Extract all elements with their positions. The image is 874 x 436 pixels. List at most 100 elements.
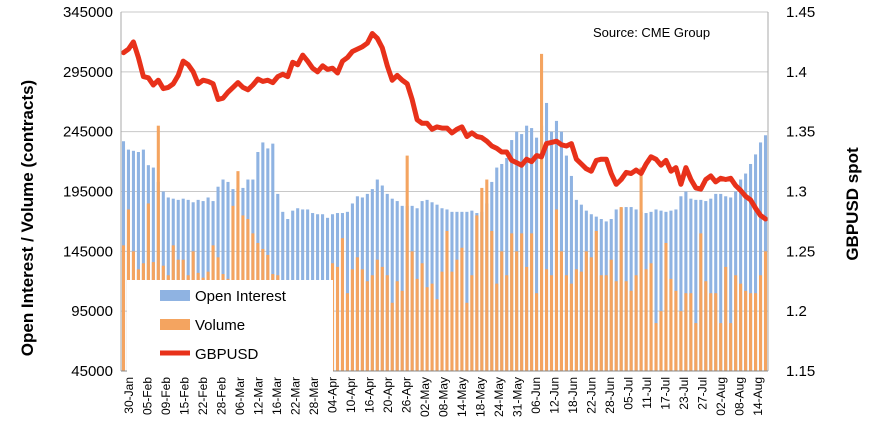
x-tick-label: 28-Mar <box>307 377 321 415</box>
open-interest-bar <box>679 196 683 371</box>
volume-bar <box>604 275 608 371</box>
open-interest-bar <box>549 131 554 371</box>
open-interest-bar <box>714 193 718 371</box>
x-tick-label: 11-Jul <box>640 377 654 409</box>
volume-bar <box>669 278 673 371</box>
volume-bar <box>475 215 479 371</box>
volume-bar <box>719 323 723 371</box>
open-interest-bar <box>564 155 568 371</box>
legend-label-gbpusd: GBPUSD <box>195 346 259 363</box>
volume-bar <box>554 209 559 371</box>
volume-bar <box>744 290 748 371</box>
left-axis-ticks: 345000 295000 245000 195000 145000 95000 45000 <box>63 4 113 380</box>
volume-bar <box>614 281 618 371</box>
left-axis-title: Open Interest / Volume (contracts) <box>18 80 37 356</box>
x-tick-label: 16-Mar <box>270 377 284 415</box>
volume-bar <box>410 251 414 371</box>
volume-bar <box>365 281 369 371</box>
volume-bar <box>385 275 389 371</box>
right-tick-label: 1.35 <box>786 124 815 141</box>
volume-bar <box>674 290 678 371</box>
volume-bar <box>485 179 489 371</box>
open-interest-bar <box>749 163 753 371</box>
x-tick-label: 31-May <box>511 377 525 417</box>
x-tick-label: 09-Feb <box>159 377 173 415</box>
volume-bar <box>530 233 534 371</box>
left-tick-label: 195000 <box>63 184 113 201</box>
x-tick-label: 15-Feb <box>178 377 192 415</box>
open-interest-bar <box>674 209 678 371</box>
volume-bar <box>430 283 434 371</box>
open-interest-bar <box>505 157 509 371</box>
volume-bar <box>455 259 459 371</box>
open-interest-bar <box>271 143 275 371</box>
x-tick-label: 20-Apr <box>381 377 395 413</box>
x-tick-label: 28-Jun <box>603 377 617 414</box>
volume-bar <box>510 233 514 371</box>
open-interest-bar <box>654 209 658 371</box>
x-tick-label: 10-Apr <box>344 377 358 413</box>
volume-bar <box>480 187 484 371</box>
open-interest-bar <box>709 198 713 371</box>
volume-bar <box>156 125 160 371</box>
right-tick-label: 1.2 <box>786 303 807 320</box>
x-tick-label: 12-Mar <box>252 377 266 415</box>
x-tick-label: 18-Jun <box>566 377 580 414</box>
left-tick-label: 45000 <box>71 363 113 380</box>
x-tick-label: 02-Aug <box>714 377 728 416</box>
open-interest-bar <box>136 152 140 371</box>
right-axis-title: GBPUSD spot <box>843 147 862 261</box>
volume-bar <box>549 275 554 371</box>
volume-bar <box>425 287 429 371</box>
x-tick-label: 26-Apr <box>400 377 414 413</box>
open-interest-bar <box>465 211 469 371</box>
open-interest-bar <box>425 199 429 371</box>
open-interest-bar <box>390 198 394 371</box>
open-interest-bar <box>694 199 698 371</box>
volume-bar <box>121 245 126 371</box>
volume-bar <box>679 311 683 371</box>
volume-bar <box>644 269 648 371</box>
open-interest-bar <box>689 198 693 371</box>
volume-bar <box>569 283 573 371</box>
volume-bar <box>236 171 240 371</box>
x-tick-label: 05-Jul <box>622 377 636 410</box>
volume-bar <box>345 293 349 371</box>
x-tick-label: 27-Jul <box>696 377 710 410</box>
gbpusd-line <box>121 31 768 222</box>
volume-bar <box>758 275 763 371</box>
open-interest-bar <box>744 173 748 371</box>
volume-bar <box>734 275 738 371</box>
volume-bar <box>380 266 384 371</box>
volume-bar <box>699 233 703 371</box>
volume-bar <box>375 259 379 371</box>
x-tick-label: 02-May <box>418 377 432 417</box>
volume-bar <box>634 275 638 371</box>
volume-bar <box>749 293 753 371</box>
open-interest-bar <box>544 102 549 372</box>
legend-swatch-open-interest <box>160 290 190 301</box>
volume-bar <box>684 293 688 371</box>
volume-bar <box>763 251 768 371</box>
open-interest-bar <box>719 193 723 371</box>
volume-bar <box>724 266 728 371</box>
legend-label-volume: Volume <box>195 317 245 334</box>
volume-bar <box>500 251 504 371</box>
volume-bar <box>360 269 364 371</box>
volume-bar <box>654 323 658 371</box>
x-tick-label: 22-Feb <box>196 377 210 415</box>
volume-bar <box>659 311 663 371</box>
open-interest-bar <box>739 179 743 371</box>
volume-bar <box>335 266 340 371</box>
volume-bar <box>544 269 549 371</box>
volume-bar <box>624 281 628 371</box>
right-tick-label: 1.4 <box>786 64 807 81</box>
x-tick-label: 22-Jun <box>585 377 599 414</box>
volume-bar <box>350 269 354 371</box>
left-tick-label: 345000 <box>63 4 113 21</box>
open-interest-bar <box>754 154 758 371</box>
x-tick-label: 14-Aug <box>751 377 765 416</box>
volume-bar <box>739 283 743 371</box>
volume-bar <box>664 242 668 371</box>
